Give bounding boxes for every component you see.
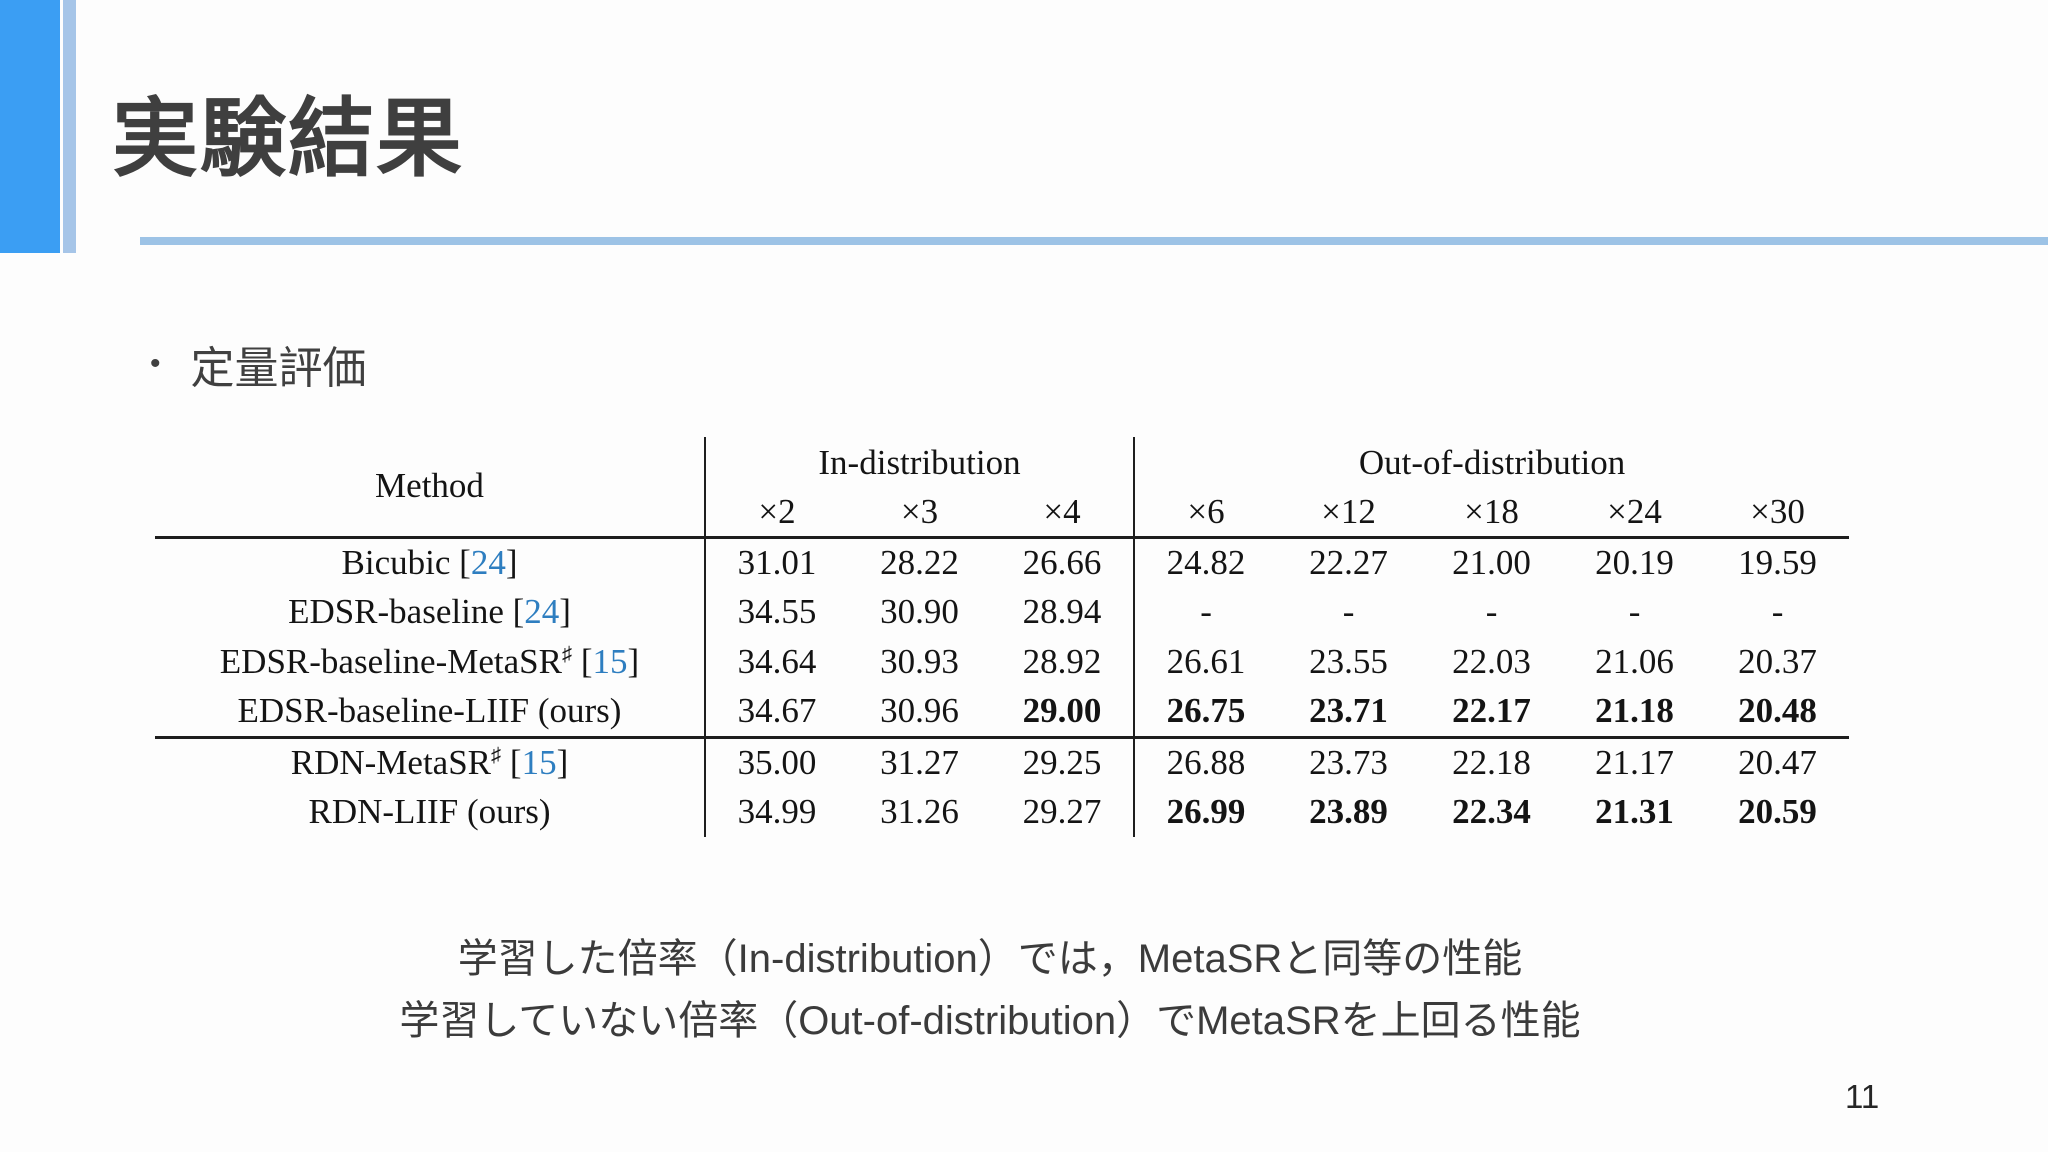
page-number: 11	[1845, 1078, 1880, 1115]
value-cell: 26.75	[1133, 687, 1278, 737]
results-table: Method In-distribution Out-of-distributi…	[155, 437, 1850, 837]
value-cell: 20.37	[1738, 642, 1817, 681]
bullet-icon: •	[150, 347, 161, 380]
value-cell: 30.90	[880, 592, 959, 631]
table-row: EDSR-baseline-LIIF (ours) 34.67 30.96 29.00…	[155, 687, 1849, 737]
citation-number: 24	[524, 592, 560, 631]
value-cell: 34.67	[704, 687, 848, 737]
method-cell: Bicubic [24]	[341, 542, 518, 582]
table-row: Bicubic [24] 31.01 28.22 26.66 24.82 22.27 21.…	[155, 537, 1849, 587]
value-cell: 20.47	[1706, 735, 1850, 787]
citation-number: 24	[470, 542, 506, 582]
value-cell: 30.96	[880, 691, 959, 731]
value-cell: 22.27	[1309, 542, 1388, 582]
value-cell: 31.01	[704, 537, 848, 587]
value-cell: -	[1485, 592, 1498, 631]
scale-header: ×24	[1563, 489, 1707, 539]
value-cell: 26.61	[1133, 637, 1278, 687]
caption: 学習した倍率（In-distribution）では，MetaSRと同等の性能 学…	[0, 928, 1980, 1052]
value-cell: 26.88	[1133, 735, 1278, 787]
method-cell: RDN-LIIF (ours)	[308, 792, 551, 831]
value-cell: 23.71	[1309, 691, 1388, 731]
method-column-header: Method	[155, 437, 705, 539]
bullet-label: 定量評価	[190, 344, 367, 393]
value-cell: 34.55	[704, 587, 848, 637]
value-cell: 21.17	[1563, 735, 1707, 787]
bullet-item: • 定量評価	[150, 332, 367, 396]
value-cell: 29.25	[991, 735, 1135, 787]
value-cell: 23.89	[1309, 792, 1388, 831]
value-cell: 28.94	[1022, 592, 1102, 631]
value-cell: 26.66	[1022, 542, 1102, 582]
scale-header: ×3	[848, 489, 991, 539]
value-cell: 31.26	[880, 792, 959, 831]
value-cell: 31.27	[848, 735, 991, 787]
value-cell: 26.99	[1133, 787, 1278, 837]
accent-bar	[0, 0, 60, 253]
value-cell: 28.22	[880, 542, 959, 582]
caption-line-1: 学習した倍率（In-distribution）では，MetaSRと同等の性能	[457, 937, 1523, 981]
value-cell: -	[1771, 592, 1784, 631]
method-cell: EDSR-baseline-MetaSR♯ [15]	[219, 642, 640, 681]
value-cell: 34.64	[704, 637, 848, 687]
value-cell: 34.99	[704, 787, 848, 837]
method-cell: EDSR-baseline [24]	[288, 592, 571, 631]
scale-header: ×12	[1277, 489, 1421, 539]
method-name: EDSR-baseline-MetaSR	[219, 642, 562, 681]
value-cell: 20.48	[1738, 691, 1817, 731]
scale-header: ×30	[1706, 489, 1850, 539]
value-cell: 35.00	[704, 735, 848, 787]
method-name: RDN-MetaSR	[290, 742, 492, 782]
scale-header: ×18	[1420, 489, 1564, 539]
scale-header: ×4	[991, 489, 1135, 539]
table-row: EDSR-baseline [24] 34.55 30.90 28.94- - - - -	[155, 587, 1849, 637]
value-cell: 20.59	[1738, 792, 1817, 831]
group-header-out-of-distribution: Out-of-distribution	[1133, 437, 1850, 489]
method-name: RDN-LIIF	[308, 792, 459, 831]
value-cell: 29.00	[1022, 691, 1102, 731]
citation-number: 15	[592, 642, 628, 681]
value-cell: 23.73	[1277, 735, 1421, 787]
value-cell: 24.82	[1133, 537, 1278, 587]
value-cell: 21.06	[1595, 642, 1674, 681]
value-cell: 21.18	[1595, 691, 1674, 731]
value-cell: 23.55	[1309, 642, 1388, 681]
table-row: EDSR-baseline-MetaSR♯ [15] 34.64 30.93 28.9…	[155, 637, 1849, 687]
value-cell: -	[1628, 592, 1641, 631]
accent-stripe	[63, 0, 76, 253]
value-cell: 30.93	[880, 642, 959, 681]
value-cell: 22.18	[1420, 735, 1564, 787]
caption-line-2: 学習していない倍率（Out-of-distribution）でMetaSRを上回…	[399, 999, 1581, 1043]
method-name: Bicubic	[341, 542, 451, 582]
value-cell: 19.59	[1738, 542, 1817, 582]
group-header-in-distribution: In-distribution	[703, 437, 1135, 489]
title-underline	[140, 237, 2048, 245]
value-cell: -	[1133, 587, 1278, 637]
value-cell: 21.31	[1595, 792, 1674, 831]
citation-number: 15	[521, 742, 557, 782]
value-cell: 21.00	[1452, 542, 1531, 582]
method-name: EDSR-baseline-LIIF	[237, 691, 530, 731]
value-cell: 28.92	[1022, 642, 1102, 681]
method-cell: RDN-MetaSR♯ [15]	[155, 735, 705, 787]
page-title: 実験結果	[112, 91, 464, 187]
sharp-superscript: ♯	[561, 643, 573, 666]
value-cell: 22.17	[1452, 691, 1531, 731]
method-cell: EDSR-baseline-LIIF (ours)	[237, 691, 622, 731]
value-cell: 20.19	[1595, 542, 1674, 582]
scale-header: ×2	[704, 489, 848, 539]
sharp-superscript: ♯	[491, 744, 502, 767]
table-row: RDN-LIIF (ours) 34.99 31.26 29.27 26.99 23.89…	[155, 787, 1849, 837]
scale-header-row: ×2 ×3 ×4 ×6 ×12 ×18 ×24 ×30	[155, 489, 1850, 539]
value-cell: -	[1342, 592, 1355, 631]
scale-header: ×6	[1133, 489, 1278, 539]
method-name: EDSR-baseline	[288, 592, 504, 631]
table-row: RDN-MetaSR♯ [15] 35.00 31.27 29.25 26.88 23.7…	[155, 735, 1850, 787]
value-cell: 22.03	[1452, 642, 1531, 681]
value-cell: 29.27	[1022, 792, 1102, 831]
value-cell: 22.34	[1452, 792, 1531, 831]
